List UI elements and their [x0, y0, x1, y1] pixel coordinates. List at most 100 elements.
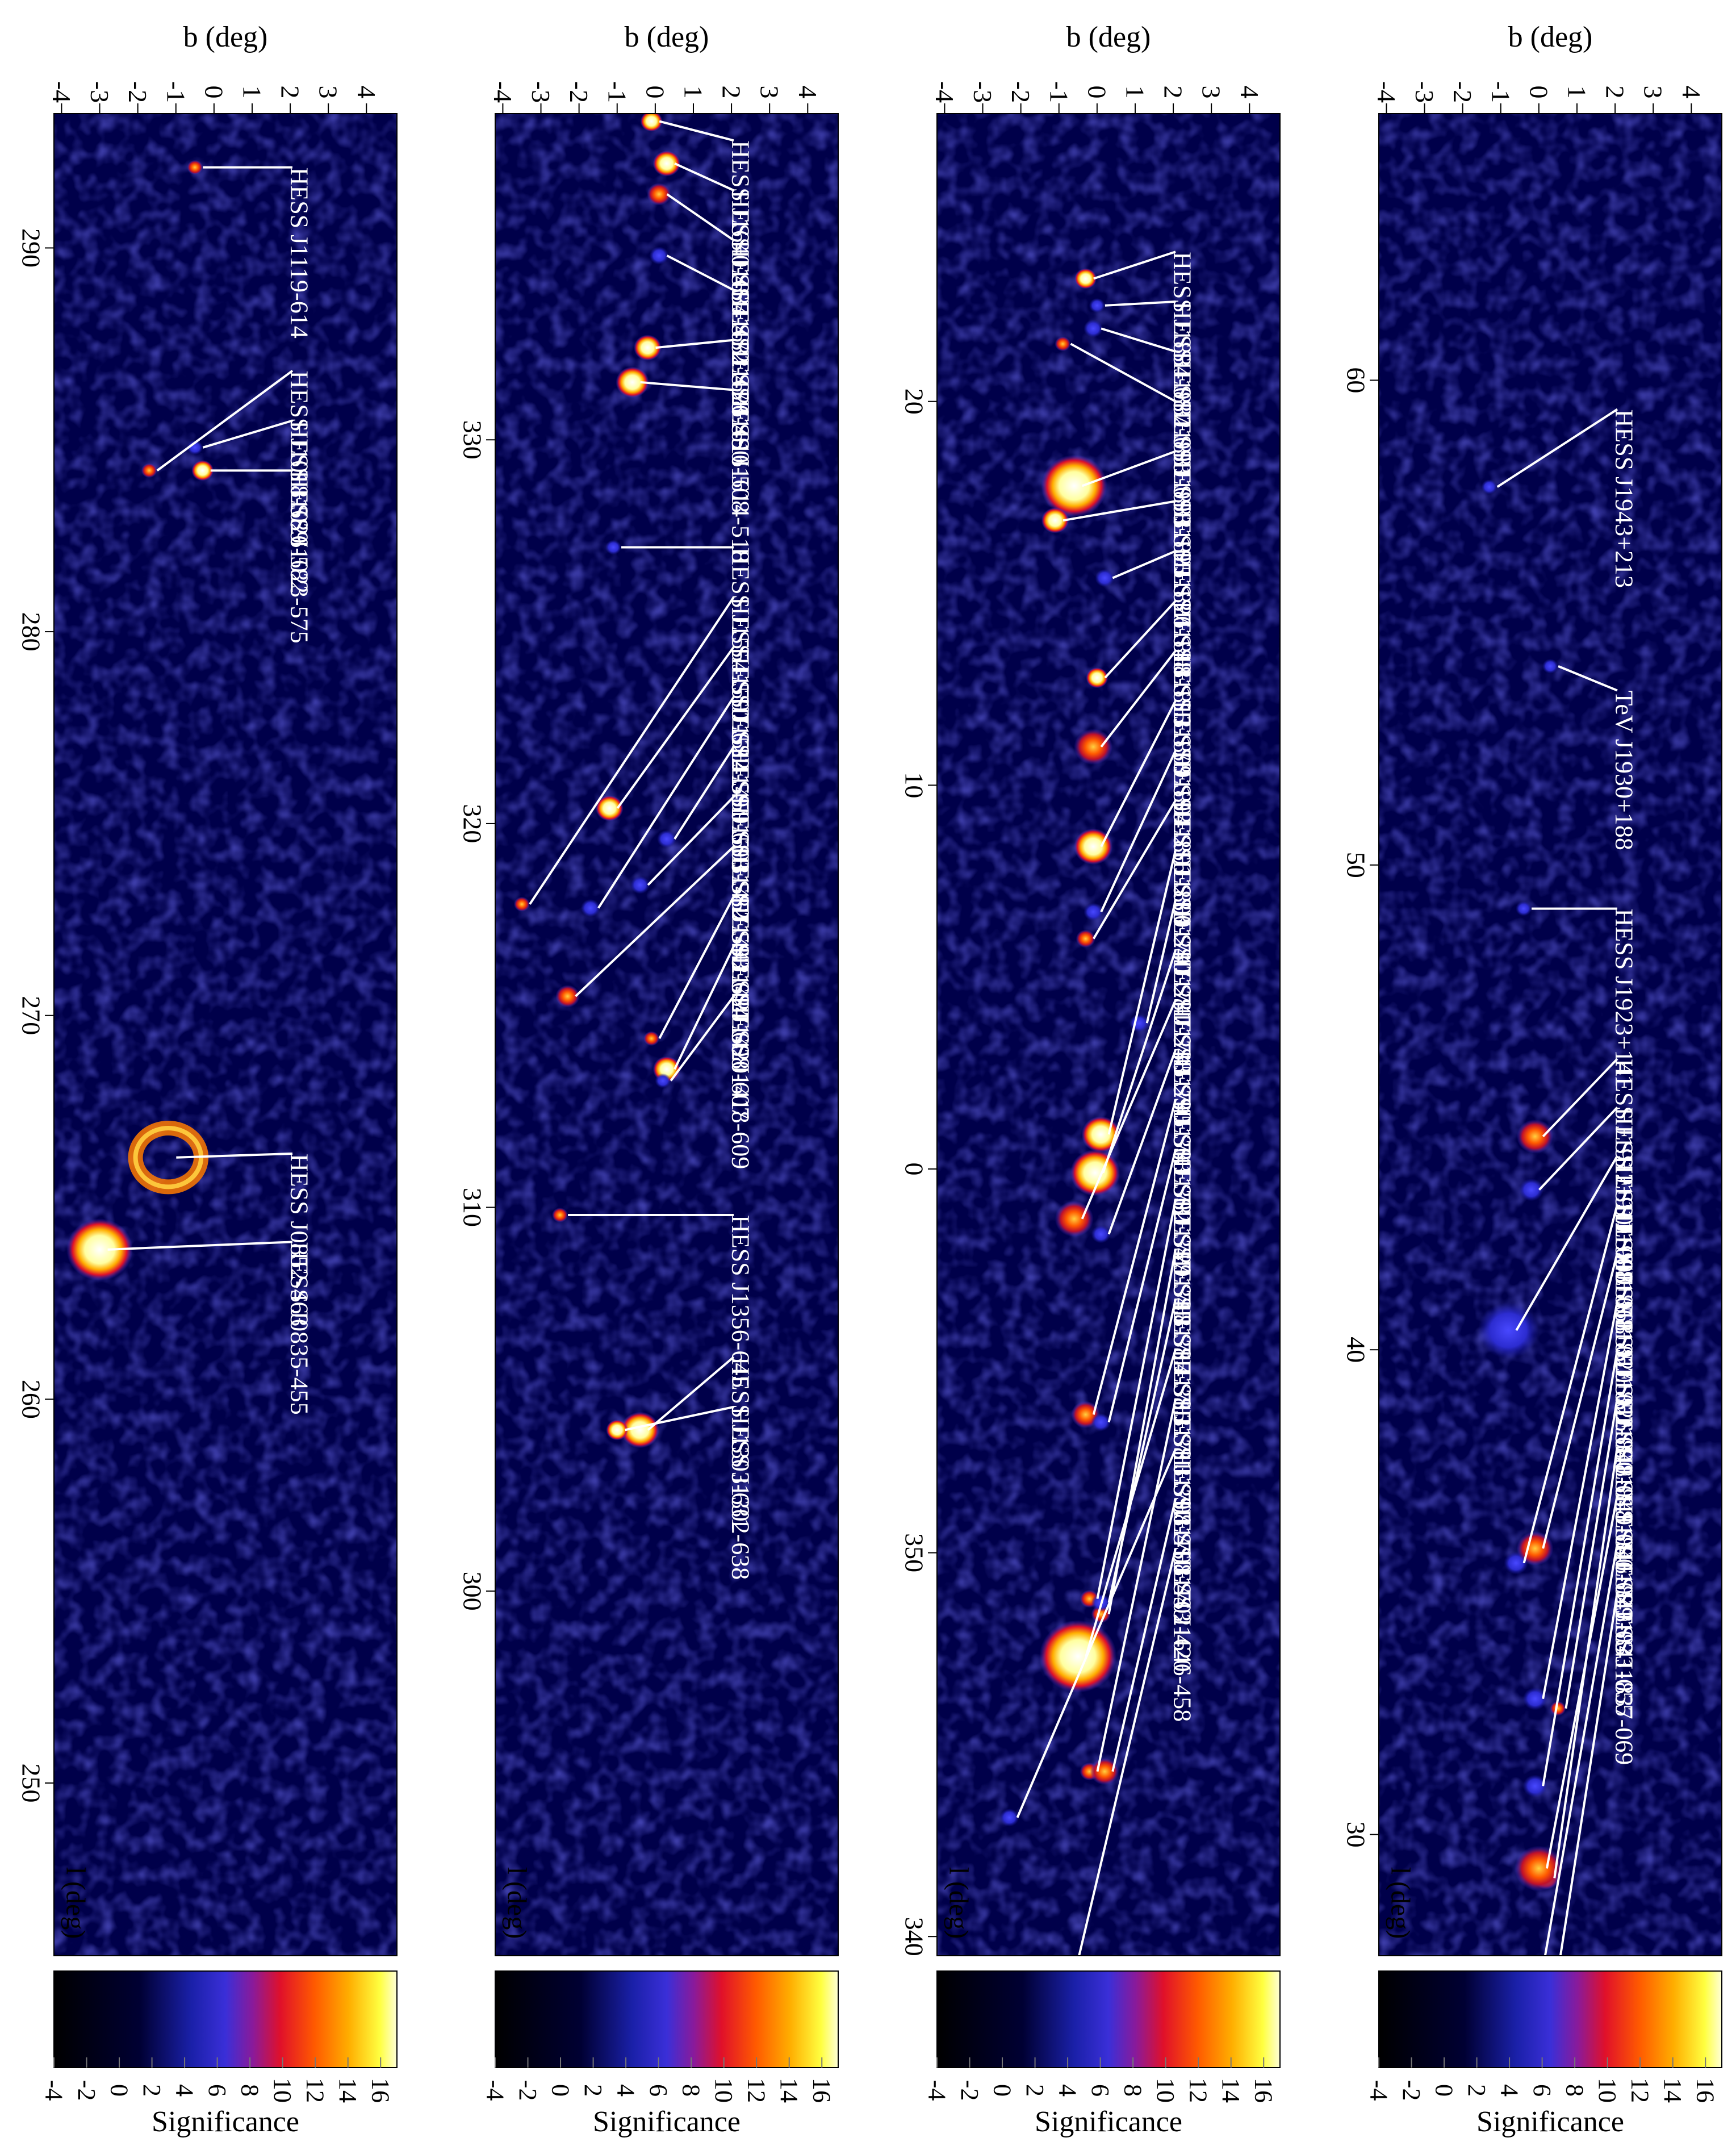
leader-line-hess-j1616-508: [655, 339, 734, 349]
source-hess-j1923p141: [1516, 901, 1532, 916]
colorbar-title: Significance: [1035, 2106, 1182, 2138]
colorbar-tick-label: 12: [743, 2078, 771, 2103]
colorbar-tick-label: 14: [334, 2078, 362, 2103]
colorbar: -4 -2 0 2 4 6 8 10 12 14 16 Significance: [923, 1970, 1281, 2138]
colorbar-tick-label: -2: [73, 2080, 101, 2101]
colorbar-gradient: [1379, 1971, 1722, 2068]
l-tick-label: 290: [17, 228, 46, 268]
leader-line-hess-j1848-018: [1542, 1349, 1618, 1786]
colorbar-tick-label: -4: [1365, 2080, 1393, 2101]
leader-line-hess-j1646-458: [1073, 1548, 1177, 1976]
l-tick-label: 10: [900, 772, 929, 798]
leader-line-hess-j1708-410: [1096, 1398, 1177, 1772]
b-tick-label: -2: [1448, 81, 1477, 103]
l-tick-label: 30: [1342, 1822, 1371, 1848]
colorbar-tick-label: 8: [1119, 2084, 1147, 2097]
source-label-hess-j1646-458: HESS J1646-458: [1169, 1549, 1197, 1722]
source-label-hess-j1846-029: HESS J1846-029: [1610, 1447, 1638, 1619]
b-tick-label: -3: [85, 81, 114, 103]
source-label-hess-j1747-248: HESS J1747-248: [1169, 900, 1197, 1073]
b-tick-label: 1: [1120, 86, 1149, 99]
source-label-hess-j1713-381: HESS J1713-381: [1169, 1300, 1197, 1472]
b-tick-label: -1: [161, 81, 190, 103]
leader-line-hess-j1303-631: [647, 1356, 735, 1431]
l-tick-label: 0: [900, 1162, 929, 1175]
leader-line-hess-j1843-033: [1545, 1494, 1618, 1869]
leader-line-hess-j1713-397: [1085, 1348, 1177, 1657]
leader-line-hess-j1626-490: [666, 254, 734, 291]
colorbar-tick-label: -4: [923, 2080, 951, 2101]
leader-line-hess-j1747-281: [1107, 850, 1177, 1135]
b-tick-label: 0: [1524, 86, 1553, 99]
colorbar-tick-label: 10: [1152, 2078, 1179, 2103]
source-label-hess-j1614-518: HESS J1614-518: [727, 390, 755, 562]
b-tick-label: 0: [199, 86, 228, 99]
source-label-hess-j1418-609: HESS J1418-609: [727, 996, 755, 1169]
colorbar-tick-label: -4: [40, 2080, 68, 2101]
b-tick-label: 1: [237, 86, 266, 99]
b-tick-label: 0: [641, 86, 670, 99]
colorbar: -4 -2 0 2 4 6 8 10 12 14 16 Significance: [482, 1970, 839, 2138]
source-hess-j1640-465: [640, 114, 663, 132]
leader-line-hess-j1634-472: [674, 162, 734, 191]
source-hess-j1356-645: [552, 1208, 568, 1223]
b-axis: -4 -3 -2 -1 0 1 2 3 4 b (deg): [1372, 21, 1706, 114]
source-hess-j1848-018: [1522, 1775, 1547, 1798]
colorbar-tick-label: 10: [710, 2078, 738, 2103]
source-hess-j1911p090: [1519, 1178, 1543, 1201]
source-hess-j1908p063: [1478, 1302, 1539, 1359]
source-hess-j1849-000: [1550, 1701, 1566, 1716]
source-label-hess-j1632-478: HESS J1632-478: [727, 240, 755, 413]
source-label-hess-j1813-178: HESS J1813-178: [1169, 601, 1197, 774]
source-hess-j1943p213: [1481, 479, 1497, 495]
leader-line-hess-j1747-248: [1145, 900, 1177, 1024]
l-tick-label: 310: [458, 1188, 487, 1227]
leader-line-hess-j1718-385: [1096, 1199, 1177, 1600]
colorbar-frame: [53, 1970, 398, 2068]
source-label-hess-j1713-397: HESS J1713-397: [1169, 1350, 1197, 1522]
source-hess-j1302-638: [606, 1419, 629, 1441]
leader-line-hess-j1427-608: [658, 896, 735, 1039]
l-tick-label: 250: [17, 1763, 46, 1802]
source-label-hess-j1923p141: HESS J1923+141: [1610, 909, 1638, 1088]
leader-line-hess-j1503-582: [674, 746, 735, 840]
leader-line-hess-j1507-622: [529, 596, 735, 905]
source-label-hess-j0852-463: HESS J0852-463: [285, 1154, 313, 1326]
source-blobs: [513, 114, 681, 1448]
source-label-hess-j1507-622: HESS J1507-622: [727, 597, 755, 770]
colorbar-tick-label: 10: [1593, 2078, 1621, 2103]
source-label-hess-j1848-018: HESS J1848-018: [1610, 1350, 1638, 1522]
leader-line-hess-j1420-607: [674, 946, 735, 1070]
source-label-hess-j1702-420: HESS J1702-420: [1169, 1499, 1197, 1672]
l-tick-label: 300: [458, 1572, 487, 1611]
colorbar-tick-label: 2: [579, 2084, 607, 2097]
source-label-hess-j1833-105: HESS J1833-105: [1169, 402, 1197, 574]
l-tick-label: 330: [458, 420, 487, 460]
colorbar-tick-label: 4: [171, 2084, 199, 2097]
b-tick-label: 2: [1601, 86, 1630, 99]
b-tick-label: -4: [1372, 81, 1401, 103]
l-tick-label: 270: [17, 996, 46, 1035]
colorbar-tick-label: 8: [236, 2084, 264, 2097]
source-hess-j1632-478: [647, 183, 671, 206]
significance-map-noise: [54, 114, 397, 1956]
source-label-hess-j1459-608: HESS J1459-608: [727, 697, 755, 870]
source-label-hess-j1457-593: HESS J1457-593: [727, 797, 755, 970]
panel-frame: [1378, 113, 1722, 1956]
source-hess-j1026-582: [187, 440, 203, 455]
b-axis-title: b (deg): [1508, 21, 1593, 53]
b-tick-label: -1: [1044, 81, 1073, 103]
colorbar-tick-label: 16: [1692, 2078, 1720, 2103]
leader-line-hess-j1729-345: [1107, 1149, 1177, 1423]
source-hess-j1626-490: [649, 247, 669, 265]
colorbar-tick-label: 2: [138, 2084, 166, 2097]
l-tick-label: 40: [1342, 1337, 1371, 1363]
l-axis: 330 320 310 300 l (deg): [458, 420, 532, 1939]
source-label-hess-j0835-455: HESS J0835-455: [286, 1242, 313, 1414]
b-tick-label: 3: [1639, 86, 1668, 99]
source-blobs: [999, 268, 1149, 1827]
source-hess-j1833-105: [1055, 336, 1071, 352]
l-axis-title: l (deg): [1386, 1867, 1416, 1939]
colorbar-tick-label: 6: [645, 2084, 672, 2097]
